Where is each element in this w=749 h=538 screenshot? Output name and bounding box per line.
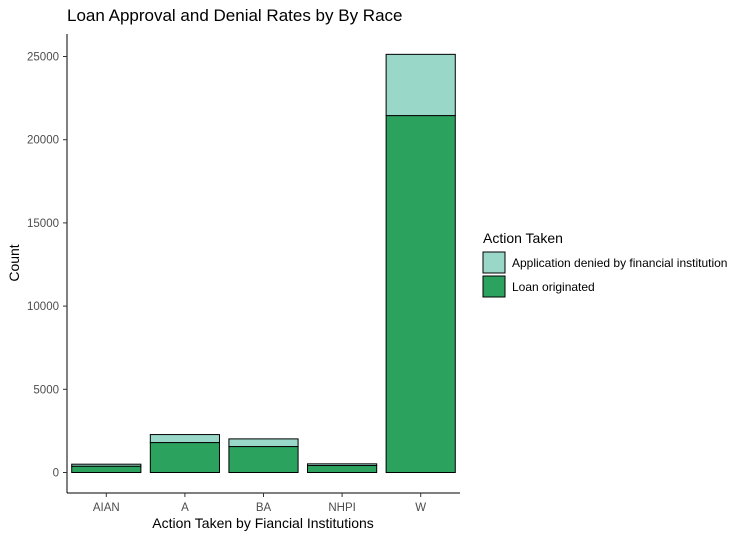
legend-key-originated [482,275,506,298]
legend-label-denied: Application denied by financial institut… [512,256,727,270]
y-tick-label: 15000 [27,218,59,230]
y-tick-label: 10000 [27,301,59,313]
y-tick-label: 0 [53,468,59,480]
x-tick-label-aian: AIAN [93,502,120,514]
legend-key-denied [482,251,506,274]
y-ticks: 0 5000 10000 15000 20000 25000 [27,52,67,480]
x-ticks: AIAN A BA NHPI W [93,493,426,514]
legend-label-originated: Loan originated [512,280,595,294]
legend-title: Action Taken [483,230,563,246]
bar-ba-denied [228,438,299,448]
y-tick-label: 25000 [27,52,59,64]
bar-a-originated [149,442,220,474]
y-tick-label: 20000 [27,135,59,147]
bar-aian-denied [71,463,142,467]
bar-nhpi-originated [307,465,378,473]
x-tick-label-w: W [415,502,426,514]
legend: Action Taken Application denied by finan… [482,230,727,298]
bar-ba-originated [228,446,299,473]
bar-w-originated [385,115,456,474]
x-tick-label-nhpi: NHPI [328,502,355,514]
bar-a-denied [149,434,220,444]
x-tick-label-ba: BA [256,502,272,514]
x-axis-title: Action Taken by Fiancial Institutions [152,515,374,531]
bars [71,53,456,474]
y-tick-label: 5000 [33,384,59,396]
bar-w-denied [385,53,456,117]
bar-aian-originated [71,465,142,473]
bar-nhpi-denied [307,463,378,467]
x-tick-label-a: A [181,502,189,514]
plot-area: 0 5000 10000 15000 20000 25000 AIAN A BA NHPI W [27,34,460,514]
chart-title: Loan Approval and Denial Rates by By Rac… [67,6,402,25]
y-axis-title: Count [6,244,22,281]
